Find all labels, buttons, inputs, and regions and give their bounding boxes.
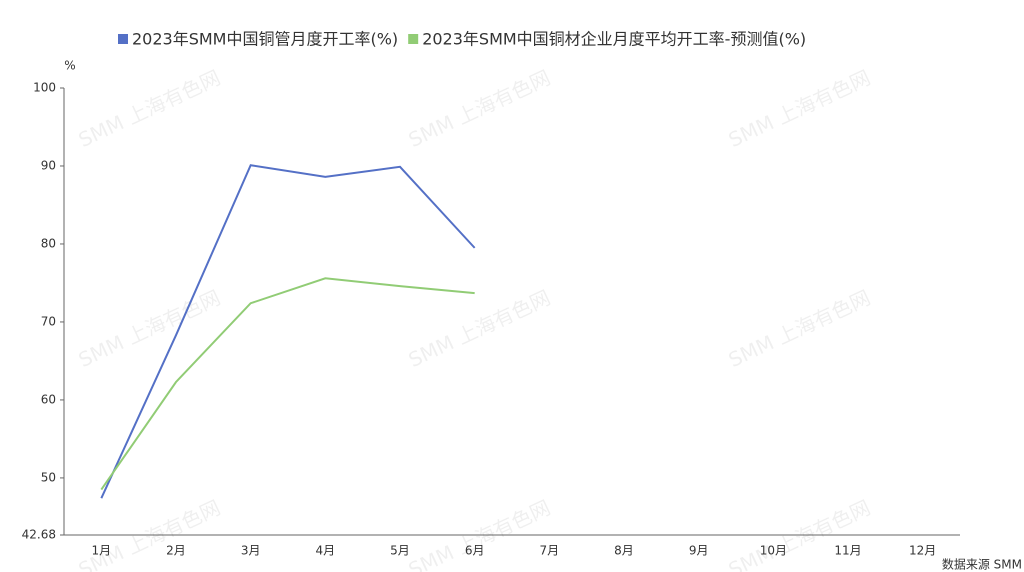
watermark: SMM 上海有色网 [405,65,554,152]
watermark: SMM 上海有色网 [725,65,874,152]
x-tick-label: 1月 [92,544,112,558]
x-tick-label: 10月 [760,544,787,558]
watermark: SMM 上海有色网 [725,495,874,572]
y-tick-label: 50 [41,470,56,484]
x-tick-label: 4月 [316,544,336,558]
legend-swatch [118,34,128,44]
y-unit: % [64,59,75,73]
x-tick-label: 12月 [909,544,936,558]
legend-label: 2023年SMM中国铜管月度开工率(%) [132,30,398,49]
y-tick-label: 80 [41,236,56,250]
y-tick-label: 90 [41,158,56,172]
legend-swatch [408,34,419,44]
x-tick-label: 6月 [465,544,485,558]
series-line [100,277,475,491]
y-tick-label: 42.68 [22,528,56,542]
watermark: SMM 上海有色网 [405,285,554,372]
series-line [100,164,476,499]
y-tick-label: 60 [41,392,56,406]
source: 数据来源 SMM [942,557,1022,572]
x-tick-label: 7月 [540,544,560,558]
x-tick-label: 9月 [689,544,709,558]
y-tick-label: 70 [41,314,56,328]
y-tick-label: 100 [33,81,56,95]
watermark: SMM 上海有色网 [75,285,224,372]
legend: 2023年SMM中国铜管月度开工率(%) 2023年SMM中国铜材企业月度平均开工… [118,30,806,49]
x-tick-label: 11月 [834,544,861,558]
x-tick-label: 2月 [166,544,186,558]
x-tick-label: 3月 [241,544,261,558]
x-tick-label: 8月 [614,544,634,558]
legend-label: 2023年SMM中国铜材企业月度平均开工率-预测值(%) [422,30,806,49]
watermark: SMM 上海有色网 [405,495,554,572]
watermark: SMM 上海有色网 [75,65,224,152]
watermark: SMM 上海有色网 [75,495,224,572]
watermark: SMM 上海有色网 [725,285,874,372]
x-tick-label: 5月 [390,544,410,558]
